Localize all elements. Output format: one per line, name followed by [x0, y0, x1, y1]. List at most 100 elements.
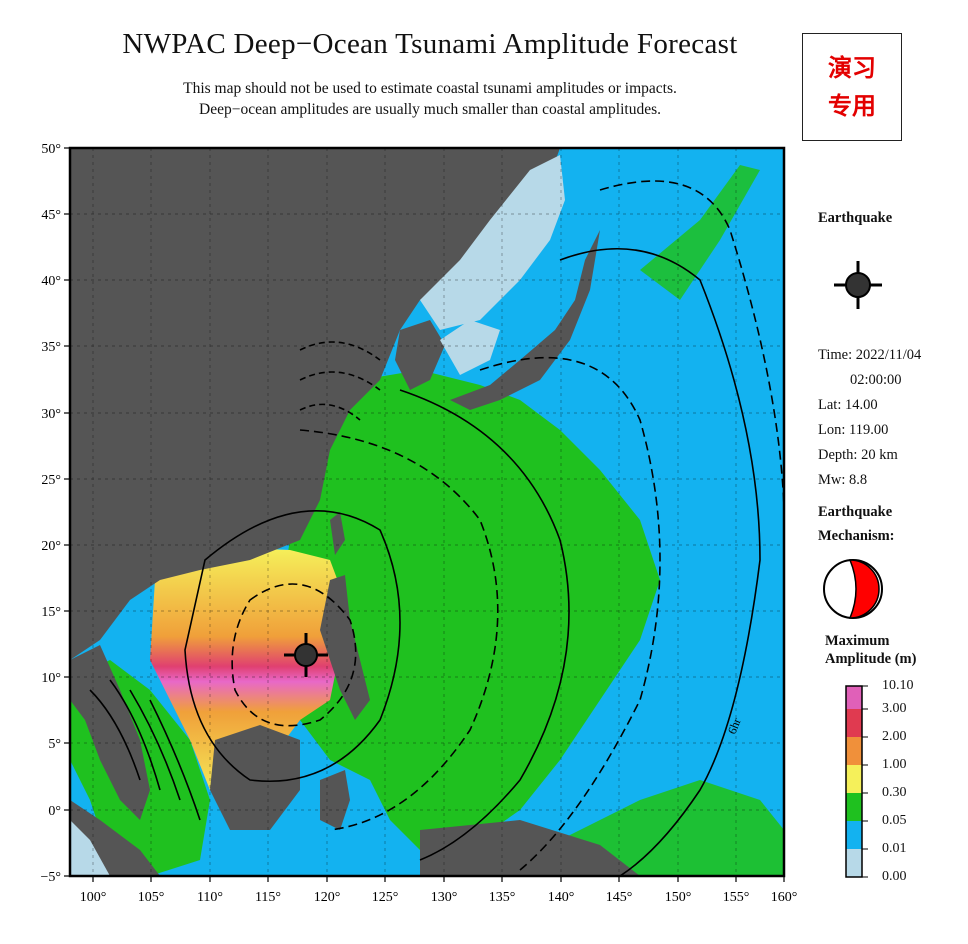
- lon-label: 120°: [314, 890, 341, 905]
- earthquake-heading: Earthquake: [818, 210, 893, 226]
- lon-value: Lon: 119.00: [818, 422, 889, 438]
- lon-label: 140°: [548, 890, 575, 905]
- mechanism-heading-line-2: Mechanism:: [818, 528, 895, 544]
- legend-band: [846, 765, 862, 793]
- mechanism-heading: Earthquake Mechanism:: [818, 500, 958, 548]
- land-korea: [395, 320, 445, 390]
- lat-label: 30°: [41, 407, 61, 422]
- legend-band: [846, 686, 862, 709]
- legend-frame: [845, 685, 863, 878]
- time-clock: 02:00:00: [850, 372, 902, 388]
- land-new-guinea: [420, 820, 640, 876]
- contour-northwest-bands: [299, 341, 381, 421]
- land-japan: [450, 230, 600, 410]
- contour-4hr: [399, 389, 570, 861]
- crosshair-icon: [834, 261, 882, 309]
- lon-label: 110°: [197, 890, 223, 905]
- lon-label: 125°: [372, 890, 399, 905]
- legend-band: [846, 737, 862, 765]
- legend-tick-label: 0.01: [882, 841, 907, 856]
- land-indochina: [70, 645, 150, 820]
- beachball-icon: [823, 559, 883, 619]
- land-philippines: [320, 575, 370, 720]
- lat-label: 40°: [41, 274, 61, 289]
- subtitle-line-1: This map should not be used to estimate …: [183, 80, 677, 97]
- lat-label: 15°: [41, 605, 61, 620]
- legend-tick-label: 10.10: [882, 678, 914, 693]
- legend-tick-label: 0.30: [882, 785, 907, 800]
- legend-band: [846, 849, 862, 877]
- legend-heading: Maximum Amplitude (m): [825, 632, 965, 668]
- frame-ticks: [64, 147, 785, 882]
- depth-value: Depth: 20 km: [818, 447, 898, 463]
- lat-label: 45°: [41, 208, 61, 223]
- contour-3hr: [299, 429, 499, 831]
- land-asia: [70, 148, 560, 660]
- map-frame: [68, 146, 786, 878]
- lat-label: 0°: [48, 804, 61, 819]
- legend-band: [846, 821, 862, 849]
- land-borneo: [210, 725, 300, 830]
- lat-label: −5°: [41, 870, 62, 885]
- stamp-line-2: 专用: [828, 92, 876, 120]
- lat-label: 5°: [48, 737, 61, 752]
- drill-stamp: 演习 专用: [802, 33, 902, 141]
- lat-label: 20°: [41, 539, 61, 554]
- shallow-sea-japan: [440, 320, 500, 375]
- lat-label: 10°: [41, 671, 61, 686]
- latitude-labels: 50° 45° 40° 35° 30° 25° 20° 15° 10° 5° 0…: [41, 142, 62, 885]
- time-label: Time: 2022/11/04: [818, 347, 922, 363]
- legend-tick-label: 0.05: [882, 813, 907, 828]
- contour-label-6hr: 6hr: [725, 716, 744, 736]
- lon-label: 150°: [665, 890, 692, 905]
- contour-southwest-bands: [89, 679, 201, 821]
- lat-label: 25°: [41, 473, 61, 488]
- legend-band: [846, 709, 862, 737]
- map-canvas: 6hr: [70, 148, 784, 876]
- legend-band: [846, 793, 862, 821]
- legend-tick-label: 1.00: [882, 757, 907, 772]
- contour-6hr: [559, 247, 761, 876]
- amplitude-legend: [845, 685, 868, 878]
- epicenter-marker: [284, 633, 328, 677]
- legend-tick-label: 0.00: [882, 869, 907, 884]
- lat-value: Lat: 14.00: [818, 397, 878, 413]
- lon-label: 130°: [431, 890, 458, 905]
- land-sulawesi: [320, 770, 350, 830]
- contour-7hr: [599, 180, 784, 560]
- contour-1hr: [231, 583, 357, 727]
- lon-label: 135°: [489, 890, 516, 905]
- high-amplitude-zone: [150, 548, 345, 800]
- lon-label: 105°: [138, 890, 165, 905]
- contour-5hr: [479, 356, 661, 871]
- land-areas: [70, 148, 640, 876]
- lon-label: 145°: [606, 890, 633, 905]
- lon-label: 160°: [771, 890, 798, 905]
- contour-2hr: [184, 510, 401, 782]
- subtitle-line-2: Deep−ocean amplitudes are usually much s…: [199, 101, 661, 118]
- lon-label: 100°: [80, 890, 107, 905]
- shallow-sea-okhotsk: [420, 155, 565, 330]
- green-amplitude-zone: [280, 370, 660, 850]
- lon-label: 115°: [255, 890, 281, 905]
- lat-label: 35°: [41, 340, 61, 355]
- magnitude-value: Mw: 8.8: [818, 472, 868, 488]
- shallow-sea-southwest: [70, 820, 110, 876]
- legend-tick-label: 2.00: [882, 729, 907, 744]
- map-grid: [70, 148, 784, 876]
- green-amplitude-patches-north: [640, 165, 760, 300]
- legend-heading-line-2: Amplitude (m): [825, 651, 917, 667]
- legend-heading-line-1: Maximum: [825, 633, 890, 649]
- travel-time-contours: [89, 180, 784, 876]
- legend-tick-label: 3.00: [882, 701, 907, 716]
- stamp-line-1: 演习: [828, 54, 876, 82]
- earthquake-info: Time: 2022/11/04 02:00:00 Lat: 14.00 Lon…: [818, 343, 958, 493]
- map-subtitle: This map should not be used to estimate …: [60, 78, 800, 120]
- longitude-labels: 100° 105° 110° 115° 120° 125° 130° 135° …: [80, 890, 798, 905]
- lon-label: 155°: [723, 890, 750, 905]
- land-taiwan: [330, 512, 345, 555]
- mechanism-heading-line-1: Earthquake: [818, 504, 893, 520]
- map-title: NWPAC Deep−Ocean Tsunami Amplitude Forec…: [122, 28, 738, 60]
- lat-label: 50°: [41, 142, 61, 157]
